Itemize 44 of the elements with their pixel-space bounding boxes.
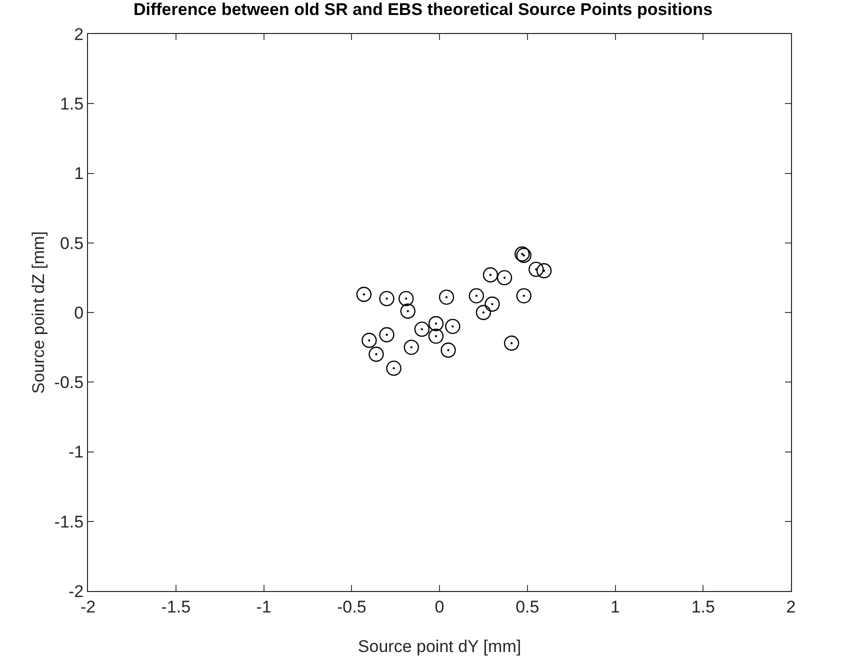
point (504, 336, 520, 351)
point (496, 270, 512, 286)
y-tick-label: 0 (74, 303, 84, 322)
x-axis-title: Source point dY [mm] (358, 637, 522, 656)
x-tick-label: -1.5 (161, 597, 191, 616)
point (400, 304, 416, 319)
x-tick-label: 1.5 (691, 597, 715, 616)
point (516, 288, 532, 304)
chart-title: Difference between old SR and EBS theoretical Source Points positions (133, 0, 713, 20)
y-tick-label: -1 (68, 442, 84, 462)
point (404, 340, 419, 355)
y-tick-label: 2 (74, 24, 84, 44)
point (536, 263, 552, 278)
y-tick-label: -2 (68, 582, 84, 601)
point (379, 327, 394, 342)
point (428, 316, 444, 332)
point (484, 296, 500, 312)
point (428, 328, 444, 344)
point (445, 318, 460, 334)
point (386, 360, 402, 376)
x-tick-label: 0.5 (516, 597, 540, 616)
point (438, 290, 454, 305)
y-tick-label: -0.5 (54, 373, 84, 392)
y-tick-label: -1.5 (54, 512, 84, 532)
y-tick-label: 1.5 (60, 94, 84, 114)
y-tick-label: 0.5 (60, 234, 84, 253)
point (362, 332, 377, 348)
point (368, 346, 384, 362)
point (414, 322, 430, 337)
point (528, 262, 544, 277)
point (398, 290, 414, 306)
point (379, 290, 394, 306)
x-tick-label: 2 (786, 597, 796, 616)
point (476, 304, 492, 320)
point (440, 342, 456, 358)
point (468, 288, 484, 304)
y-axis-title: Source point dZ [mm] (29, 231, 48, 394)
point (482, 267, 498, 282)
x-tick-label: 1 (610, 597, 620, 616)
x-tick-label: -1 (256, 597, 272, 616)
y-tick-label: 1 (74, 164, 84, 184)
point (356, 286, 372, 302)
x-tick-label: 0 (434, 597, 444, 616)
x-tick-label: -0.5 (336, 597, 366, 616)
